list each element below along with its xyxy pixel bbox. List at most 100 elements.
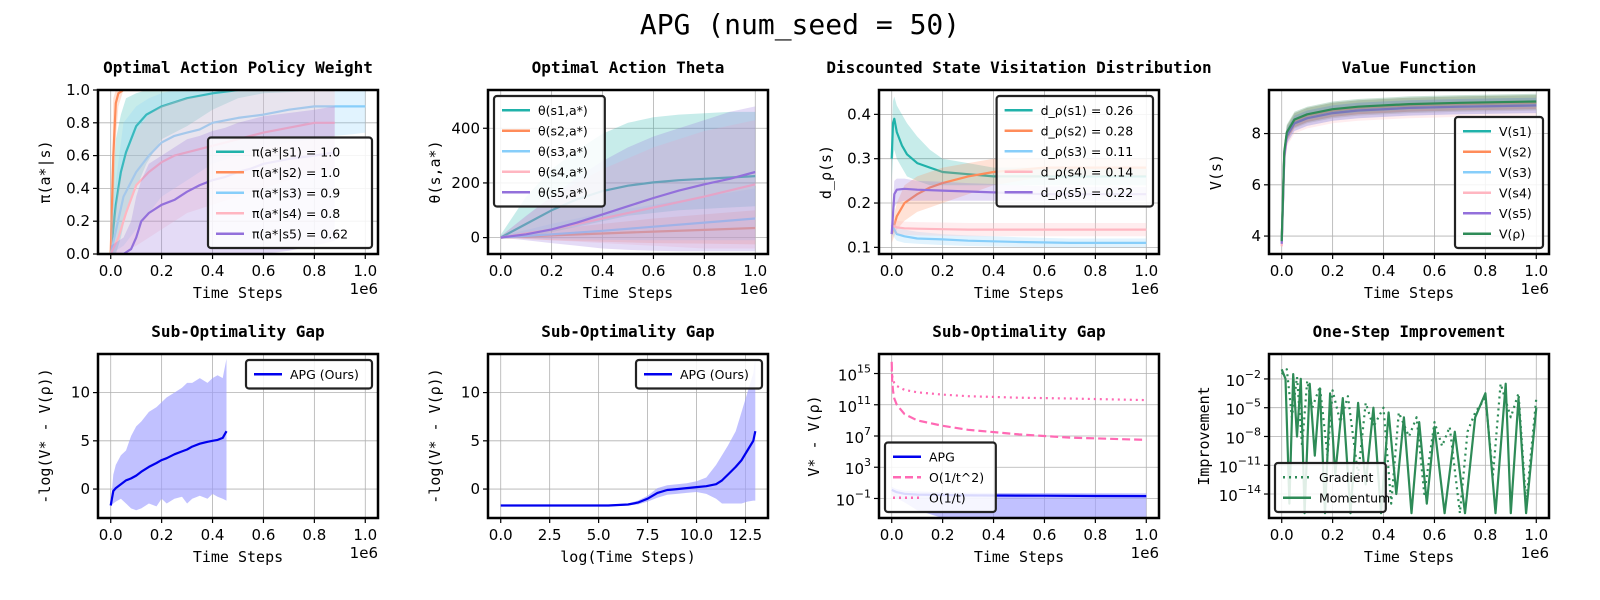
legend-label: θ(s4,a*) — [538, 164, 588, 179]
legend-label: π(a*|s4) = 0.8 — [252, 206, 340, 221]
x-tick-label: 0.8 — [692, 262, 716, 280]
series-band — [110, 90, 335, 254]
y-tick-label: 10−5 — [1226, 397, 1261, 419]
x-tick-label: 0.2 — [540, 262, 564, 280]
chart-policy: Optimal Action Policy Weight 0.0 0.2 0.4 0.6… — [36, 58, 380, 302]
y-tick-label: 0.4 — [66, 179, 90, 197]
legend-label: V(s3) — [1499, 165, 1532, 180]
series-band — [110, 90, 366, 254]
legend-label: π(a*|s3) = 0.9 — [252, 185, 340, 200]
x-tick-label: 10.0 — [680, 526, 713, 544]
x-axis-label: Time Steps — [974, 284, 1064, 302]
x-tick-label: 0.4 — [1372, 526, 1396, 544]
y-tick-label: 107 — [845, 425, 871, 447]
x-tick-label: 7.5 — [636, 526, 660, 544]
legend-label: d_ρ(s5) = 0.22 — [1041, 185, 1134, 200]
legend: APG (Ours) — [244, 358, 374, 390]
y-tick-mantissa: 10 — [1226, 372, 1245, 390]
chart-improvement: One-Step Improvement 0.0 0.2 0.4 0.6 0.8 1.0 10… — [1195, 322, 1551, 566]
x-axis-label: Time Steps — [193, 284, 283, 302]
x-tick-label: 0.0 — [880, 262, 904, 280]
y-tick-mantissa: 10 — [838, 367, 857, 385]
panel-title: Optimal Action Policy Weight — [103, 58, 373, 77]
x-tick-label: 0.2 — [1321, 262, 1345, 280]
y-tick-exponent: −8 — [1245, 425, 1261, 438]
legend-frame — [995, 94, 1155, 208]
x-tick-label: 0.4 — [201, 526, 225, 544]
y-tick-mantissa: 10 — [845, 429, 864, 447]
legend-label: Gradient — [1319, 470, 1374, 485]
chart-gap_linear: Sub-Optimality Gap 0.0 0.2 0.4 0.6 0.8 1.0 0 5 10… — [36, 322, 380, 566]
x-axis-label: Time Steps — [1364, 548, 1454, 566]
legend-label: d_ρ(s2) = 0.28 — [1041, 123, 1134, 138]
x-offset-label: 1e6 — [1131, 544, 1159, 562]
y-axis-label: V(s) — [1207, 154, 1225, 190]
y-axis-label: Improvement — [1195, 386, 1213, 485]
y-tick-label: 10−1 — [836, 487, 871, 509]
y-tick-label: 1.0 — [66, 81, 90, 99]
legend-frame — [1273, 461, 1387, 514]
x-tick-label: 0.8 — [1473, 262, 1497, 280]
y-tick-label: 0 — [470, 480, 480, 498]
legend-frame — [206, 136, 374, 250]
legend-label: θ(s5,a*) — [538, 185, 588, 200]
series-line — [1280, 100, 1537, 242]
y-tick-exponent: −14 — [1238, 483, 1261, 496]
x-tick-label: 0.6 — [1033, 526, 1057, 544]
legend-label: APG — [929, 449, 955, 464]
x-tick-label: 1.0 — [1524, 526, 1548, 544]
series-line — [890, 369, 1147, 402]
panel-title: Sub-Optimality Gap — [932, 322, 1105, 341]
x-offset-label: 1e6 — [1131, 280, 1159, 298]
panel-title: Sub-Optimality Gap — [541, 322, 714, 341]
x-tick-label: 0.4 — [201, 262, 225, 280]
series-line — [890, 224, 1147, 244]
x-tick-label: 0.8 — [1473, 526, 1497, 544]
y-tick-mantissa: 10 — [1219, 487, 1238, 505]
y-tick-label: 5 — [470, 432, 480, 450]
x-tick-label: 0.2 — [150, 262, 174, 280]
legend-label: V(s2) — [1499, 144, 1532, 159]
x-offset-label: 1e6 — [350, 544, 378, 562]
y-tick-label: 4 — [1251, 227, 1261, 245]
series-band — [1281, 95, 1537, 247]
y-tick-label: 0 — [80, 480, 90, 498]
axes-frame — [877, 88, 1161, 256]
panel-title: Sub-Optimality Gap — [151, 322, 324, 341]
x-tick-label: 0.0 — [1270, 262, 1294, 280]
y-tick-label: 5 — [80, 432, 90, 450]
series-line — [500, 217, 756, 239]
series-line — [891, 224, 1147, 231]
series-band — [500, 120, 756, 249]
series-line — [1280, 368, 1538, 515]
legend-frame — [492, 94, 606, 208]
y-tick-label: 10−14 — [1219, 483, 1261, 505]
x-tick-label: 0.0 — [489, 262, 513, 280]
x-tick-label: 1.0 — [743, 262, 767, 280]
y-tick-label: 0.1 — [847, 238, 871, 256]
y-tick-mantissa: 10 — [838, 398, 857, 416]
legend: θ(s1,a*) θ(s2,a*) θ(s3,a*) θ(s4,a*) θ(s5,a*) — [492, 94, 606, 208]
legend-label: Momentum — [1319, 490, 1390, 505]
legend-frame — [244, 358, 374, 390]
y-tick-label: 0.3 — [847, 150, 871, 168]
y-tick-label: 10−11 — [1219, 454, 1261, 476]
legend-frame — [883, 441, 997, 514]
x-tick-label: 0.2 — [931, 262, 955, 280]
y-tick-label: 6 — [1251, 176, 1261, 194]
series-band — [1281, 95, 1537, 247]
figure-title: APG (num_seed = 50) — [640, 8, 960, 42]
x-axis-label: Time Steps — [193, 548, 283, 566]
x-tick-label: 1.0 — [1524, 262, 1548, 280]
chart-visitation: Discounted State Visitation Distribution… — [817, 58, 1212, 302]
series-line — [109, 105, 366, 254]
legend-label: π(a*|s5) = 0.62 — [252, 226, 348, 241]
series-line — [109, 90, 335, 254]
legend-label: d_ρ(s4) = 0.14 — [1041, 164, 1134, 179]
y-tick-exponent: 11 — [857, 394, 871, 407]
x-tick-label: 1.0 — [353, 262, 377, 280]
x-axis-label: Time Steps — [974, 548, 1064, 566]
x-tick-label: 12.5 — [729, 526, 762, 544]
